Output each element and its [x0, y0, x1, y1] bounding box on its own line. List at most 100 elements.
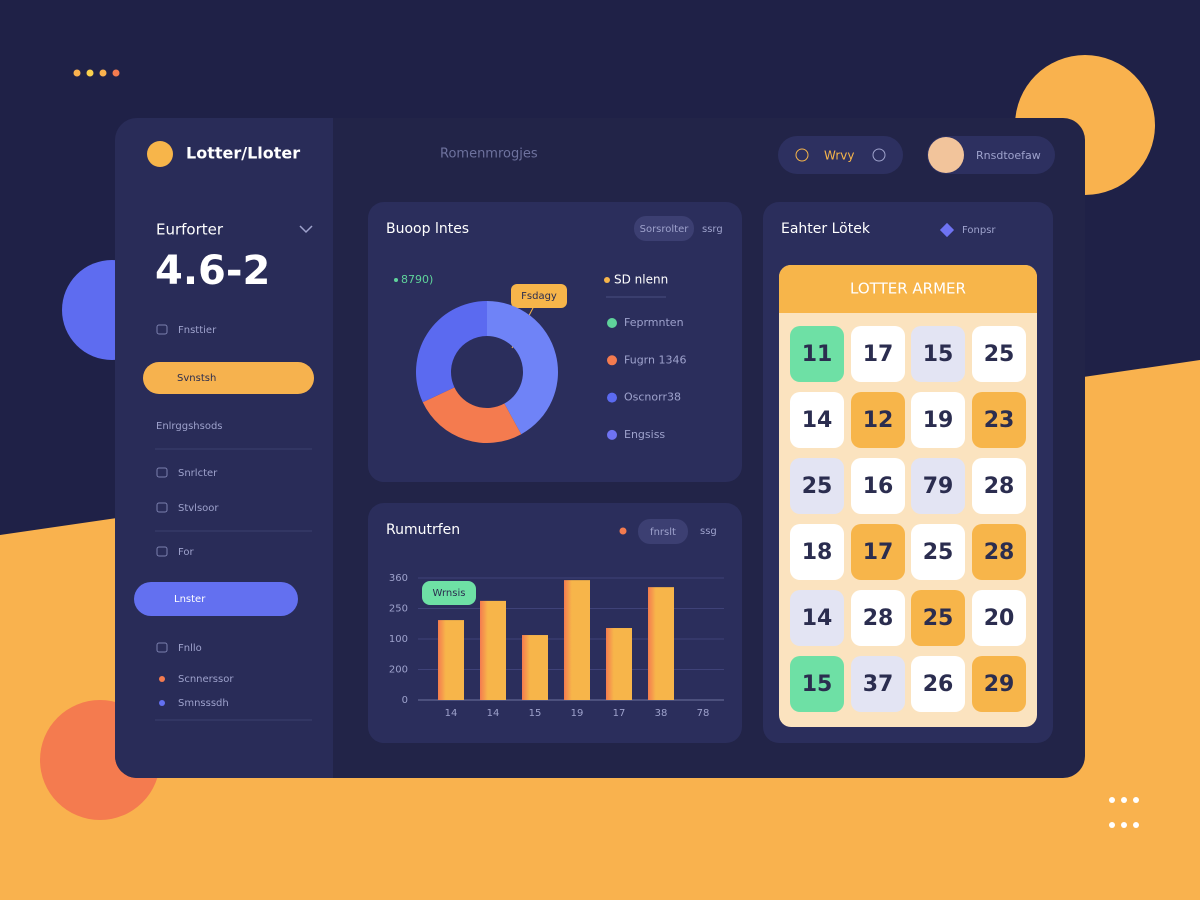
bar	[480, 600, 506, 700]
ticket-number[interactable]: 23	[984, 408, 1015, 433]
filter-pill[interactable]	[634, 216, 694, 241]
donut-slice	[422, 387, 522, 443]
ticket-number[interactable]: 16	[863, 474, 894, 499]
ticket-number[interactable]: 25	[984, 342, 1015, 367]
ticket-number[interactable]: 15	[802, 672, 833, 697]
ticket-number[interactable]: 15	[923, 342, 954, 367]
ticket-cell[interactable]	[790, 590, 844, 646]
sidebar	[115, 118, 333, 778]
legend-marker	[607, 429, 617, 440]
nav-active[interactable]	[134, 582, 298, 616]
bar	[522, 635, 548, 700]
ticket-cell[interactable]	[790, 326, 844, 382]
ticket-cell[interactable]	[790, 656, 844, 712]
callout-label: Fsdagy	[521, 291, 557, 302]
filter-pill[interactable]	[638, 519, 688, 544]
ticket-cell[interactable]	[790, 524, 844, 580]
ticket-number[interactable]: 18	[802, 540, 833, 565]
ticket-number[interactable]: 20	[984, 606, 1015, 631]
ticket-number[interactable]: 28	[984, 540, 1015, 565]
ticket-number[interactable]: 37	[863, 672, 894, 697]
icon	[872, 148, 886, 162]
chevron[interactable]	[299, 225, 313, 234]
ticket-number[interactable]: 14	[802, 408, 833, 433]
ticket-number[interactable]: 17	[863, 342, 894, 367]
icon	[795, 148, 809, 162]
nav-active[interactable]	[143, 362, 314, 394]
ticket-cell[interactable]	[972, 458, 1026, 514]
y-tick-label: 100	[389, 634, 408, 645]
nav-item[interactable]: For	[178, 547, 195, 558]
y-tick-label: 250	[389, 604, 408, 615]
ticket-cell[interactable]	[851, 326, 905, 382]
ticket-number[interactable]: 25	[923, 606, 954, 631]
button-label[interactable]: Wrvy	[824, 149, 854, 163]
ticket-cell[interactable]	[851, 458, 905, 514]
ticket-cell[interactable]	[911, 392, 965, 448]
ticket-number[interactable]: 29	[984, 672, 1015, 697]
filter-label[interactable]: fnrslt	[650, 527, 676, 538]
nav-dot	[159, 676, 165, 682]
ticket-cell[interactable]	[790, 458, 844, 514]
ticket-cell[interactable]	[972, 326, 1026, 382]
ticket-cell[interactable]	[851, 590, 905, 646]
legend-label: Feprmnten	[624, 316, 684, 329]
ticket-cell[interactable]	[972, 392, 1026, 448]
filter-label[interactable]: Fonpsr	[962, 225, 996, 236]
nav-item[interactable]: Lnster	[174, 594, 206, 605]
ticket-cell[interactable]	[851, 656, 905, 712]
nav-item[interactable]: Svnstsh	[177, 373, 216, 384]
ticket-cell[interactable]	[972, 656, 1026, 712]
ticket-header	[779, 265, 1037, 313]
ticket-cell[interactable]	[972, 590, 1026, 646]
x-tick-label: 14	[487, 708, 500, 719]
breadcrumb: Romenmrogjes	[440, 147, 538, 162]
nav-item[interactable]: Scnnerssor	[178, 674, 234, 685]
ticket-cell[interactable]	[972, 524, 1026, 580]
ticket-cell[interactable]	[851, 524, 905, 580]
ticket-cell[interactable]	[911, 326, 965, 382]
card-title: Rumutrfen	[386, 522, 460, 538]
x-tick-label: 15	[529, 708, 542, 719]
ticket-cell[interactable]	[790, 392, 844, 448]
nav-item[interactable]: Enlrggshsods	[156, 421, 223, 432]
y-tick-label: 360	[389, 573, 408, 584]
ticket-cell[interactable]	[911, 458, 965, 514]
callout-label: Wrnsis	[433, 588, 466, 599]
callout	[511, 284, 567, 308]
status-dot	[619, 527, 627, 535]
ticket-number[interactable]: 28	[863, 606, 894, 631]
nav-item[interactable]: Snrlcter	[178, 468, 218, 479]
nav-item[interactable]: Fnllo	[178, 643, 202, 654]
ticket-number[interactable]: 12	[863, 408, 894, 433]
ticket-cell[interactable]	[911, 656, 965, 712]
ticket-number[interactable]: 11	[802, 342, 833, 367]
nav-icon	[156, 502, 168, 513]
ticket-number[interactable]: 26	[923, 672, 954, 697]
ticket-number[interactable]: 79	[923, 474, 954, 499]
y-tick-label: 200	[389, 665, 408, 676]
ticket-number[interactable]: 19	[923, 408, 954, 433]
ticket-cell[interactable]	[911, 524, 965, 580]
ticket-number[interactable]: 17	[863, 540, 894, 565]
note-dot	[394, 278, 398, 282]
ticket-number[interactable]: 28	[984, 474, 1015, 499]
legend-marker	[607, 392, 617, 403]
section-title: Eurforter	[156, 221, 224, 239]
nav-item[interactable]: Smnsssdh	[178, 698, 229, 709]
ticket-number[interactable]: 14	[802, 606, 833, 631]
ticket-number[interactable]: 25	[802, 474, 833, 499]
card-link[interactable]: ssrg	[702, 224, 723, 235]
nav-item[interactable]: Stvlsoor	[178, 503, 219, 514]
ticket-cell[interactable]	[911, 590, 965, 646]
legend-label: Engsiss	[624, 428, 665, 441]
filter-label[interactable]: Sorsrolter	[640, 224, 690, 235]
nav-dot	[159, 700, 165, 706]
nav-item[interactable]: Fnsttier	[178, 325, 217, 336]
card-link[interactable]: ssg	[700, 526, 717, 537]
ticket-number[interactable]: 25	[923, 540, 954, 565]
bar	[564, 580, 590, 700]
button[interactable]	[778, 136, 903, 174]
ticket-cell[interactable]	[851, 392, 905, 448]
